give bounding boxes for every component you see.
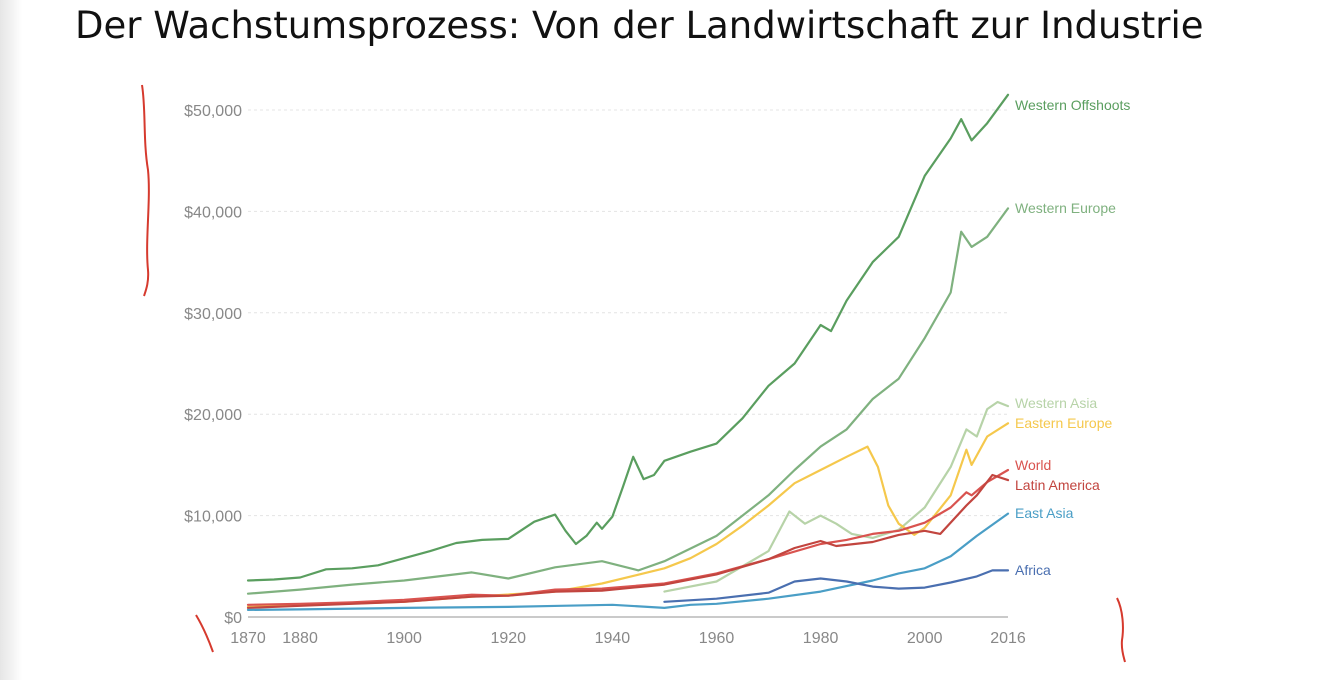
x-tick-label: 1920 [490, 630, 526, 647]
x-tick-label: 1880 [282, 630, 318, 647]
y-tick-label: $0 [224, 610, 242, 627]
y-tick-label: $10,000 [184, 509, 242, 526]
slide-title: Der Wachstumsprozess: Von der Landwirtsc… [75, 4, 1204, 47]
annotation-bracket-left-top [141, 84, 150, 297]
y-tick-label: $20,000 [184, 407, 242, 424]
y-tick-label: $40,000 [184, 204, 242, 221]
series-line-western-offshoots [246, 93, 1010, 582]
y-tick-label: $30,000 [184, 306, 242, 323]
x-tick-label: 1940 [595, 630, 631, 647]
series-line-latin-america [246, 473, 1010, 609]
series-label-western-asia: Western Asia [1015, 395, 1097, 411]
series-label-world: World [1015, 457, 1051, 473]
x-tick-label: 2016 [990, 630, 1026, 647]
series-line-east-asia [246, 512, 1010, 611]
y-axis-ticks: $0 $10,000 $20,000 $30,000 $40,000 $50,000 [184, 103, 242, 627]
chart-gridlines [248, 109, 1008, 618]
annotation-bracket-left-bottom [195, 614, 214, 653]
series-label-latin-america: Latin America [1015, 477, 1100, 493]
series-label-africa: Africa [1015, 562, 1051, 578]
chart-series-labels: Western Offshoots Western Europe Western A… [1015, 97, 1130, 578]
series-line-western-asia [663, 400, 1010, 593]
series-line-eastern-europe [246, 422, 1010, 608]
x-tick-label: 1900 [386, 630, 422, 647]
series-line-western-europe [246, 207, 1010, 595]
x-tick-label: 2000 [907, 630, 943, 647]
series-label-western-europe: Western Europe [1015, 200, 1116, 216]
x-axis-ticks: 1870 1880 1900 1920 1940 1960 1980 2000 2016 [230, 630, 1026, 647]
handwritten-annotations [141, 84, 1126, 663]
slide-edge-shadow [0, 0, 22, 680]
y-tick-label: $50,000 [184, 103, 242, 120]
series-label-western-offshoots: Western Offshoots [1015, 97, 1130, 113]
x-tick-label: 1980 [803, 630, 839, 647]
series-label-east-asia: East Asia [1015, 505, 1074, 521]
x-tick-label: 1870 [230, 630, 266, 647]
x-tick-label: 1960 [699, 630, 735, 647]
series-label-eastern-europe: Eastern Europe [1015, 415, 1112, 431]
chart-series-lines [246, 93, 1010, 611]
annotation-bracket-right-bottom [1116, 597, 1126, 663]
series-line-africa [663, 569, 1010, 603]
